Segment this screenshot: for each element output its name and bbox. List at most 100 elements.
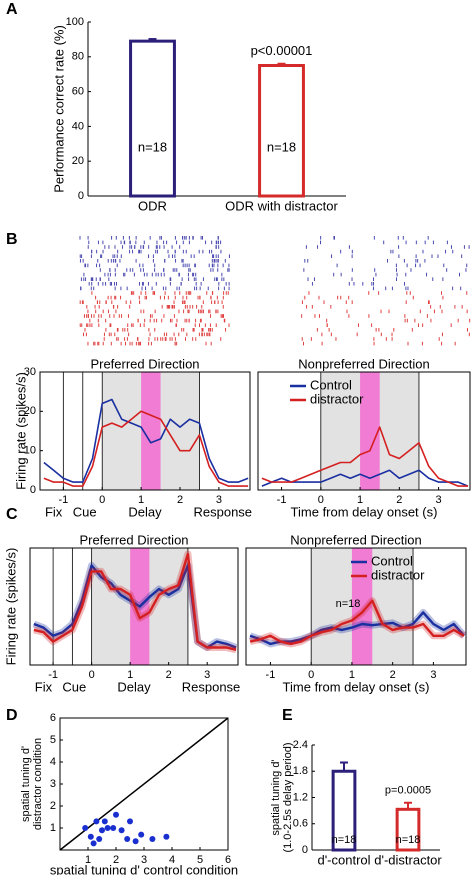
- series-line: [43, 410, 249, 487]
- y-tick-label: 1: [50, 822, 56, 834]
- x-axis-label: Time from delay onset (s): [283, 679, 430, 694]
- y-tick-label: 60: [72, 86, 84, 98]
- x-tick-label: ODR: [138, 198, 167, 213]
- y-tick-label: 30: [24, 366, 36, 378]
- x-tick-label: 1: [357, 494, 363, 506]
- distractor-shade: [141, 372, 161, 490]
- epoch-label: Delay: [128, 504, 162, 519]
- chart-title: Nonpreferred Direction: [298, 356, 430, 371]
- y-tick-label: 20: [72, 155, 84, 167]
- y-tick-label: 40: [72, 120, 84, 132]
- y-tick-label: 20: [24, 405, 36, 417]
- x-tick-label: 4: [169, 854, 175, 866]
- distractor-shade: [360, 372, 380, 490]
- x-tick-label: -1: [48, 669, 58, 681]
- y-tick-label: 0: [78, 190, 84, 202]
- plot-frame: [257, 371, 471, 491]
- x-tick-label: 2: [396, 494, 402, 506]
- x-tick-label: -1: [58, 494, 68, 506]
- bar: [129, 39, 176, 198]
- epoch-label: Fix: [35, 679, 53, 694]
- epoch-label: Cue: [62, 679, 86, 694]
- annotation: p<0.00001: [251, 43, 313, 58]
- legend-label: Control: [310, 377, 352, 392]
- x-tick-label: -1: [277, 494, 287, 506]
- point: [90, 840, 97, 847]
- y-axis-label: Firing rate (spikes/s): [3, 548, 18, 666]
- epoch-label: Response: [182, 679, 241, 694]
- point: [124, 836, 131, 842]
- panel-letter: E: [282, 707, 293, 724]
- bar-label: n=18: [267, 139, 296, 154]
- epoch-label: Response: [194, 504, 253, 519]
- point: [127, 818, 133, 825]
- x-tick-label: 0: [308, 669, 314, 681]
- point: [96, 836, 103, 842]
- y-tick-label: 0.6: [293, 818, 308, 830]
- x-tick-label: 0: [89, 669, 95, 681]
- series-line: [261, 469, 469, 487]
- x-tick-label: 0: [318, 494, 324, 506]
- series-line: [249, 599, 465, 646]
- panel-letter: A: [6, 1, 18, 18]
- y-tick-label: 1.8: [293, 765, 308, 777]
- bar: [258, 64, 305, 198]
- x-tick-label: 2: [390, 669, 396, 681]
- x-tick-label: d'-control: [317, 852, 370, 867]
- y-axis-label: spatial tuning d': [270, 759, 282, 835]
- y-tick-label: 6: [50, 712, 56, 724]
- x-tick-label: d'-distractor: [374, 852, 442, 867]
- plot-frame: [29, 547, 239, 666]
- plot-frame: [39, 371, 251, 491]
- point: [163, 833, 170, 840]
- x-tick-label: 2: [113, 854, 119, 866]
- point: [132, 838, 139, 845]
- x-tick-label: 6: [225, 854, 231, 866]
- series-line: [43, 398, 249, 483]
- x-tick-label: 1: [85, 854, 91, 866]
- point: [87, 833, 94, 840]
- y-axis-label: distractor condition: [32, 738, 44, 830]
- x-tick-label: 3: [141, 854, 147, 866]
- y-tick-label: 2: [50, 800, 56, 812]
- panel-letter: B: [6, 231, 18, 248]
- point: [82, 825, 89, 831]
- y-axis-label: Firing rate (spikes/s): [13, 372, 28, 490]
- y-tick-label: 1.2: [293, 791, 308, 803]
- y-tick-label: 10: [24, 445, 36, 457]
- x-axis-label: Time from delay onset (s): [291, 504, 438, 519]
- plot-frame: [245, 547, 467, 666]
- legend-label: Control: [371, 553, 413, 568]
- x-tick-label: 1: [127, 669, 133, 681]
- epoch-label: Cue: [73, 504, 97, 519]
- epoch-label: Delay: [117, 679, 151, 694]
- point: [149, 836, 156, 842]
- x-tick-label: 3: [216, 494, 222, 506]
- x-tick-label: 2: [177, 494, 183, 506]
- legend-label: distractor: [371, 567, 425, 582]
- x-axis-label: spatial tuning d' control condition: [50, 862, 238, 875]
- y-tick-label: 80: [72, 51, 84, 63]
- point: [101, 818, 108, 825]
- annotation: n=18: [336, 598, 361, 610]
- chart-title: Nonpreferred Direction: [290, 532, 422, 547]
- x-tick-label: 1: [138, 494, 144, 506]
- x-tick-label: -1: [266, 669, 276, 681]
- point: [113, 811, 119, 818]
- x-tick-label: ODR with distractor: [225, 198, 338, 213]
- bar-label: n=18: [138, 139, 167, 154]
- x-tick-label: 1: [349, 669, 355, 681]
- point: [110, 825, 117, 831]
- chart-title: Preferred Direction: [79, 532, 188, 547]
- y-axis-label: spatial tuning d': [20, 746, 32, 822]
- y-tick-label: 2.4: [293, 739, 308, 751]
- panel-letter: D: [6, 707, 18, 724]
- y-tick-label: 3: [50, 778, 56, 790]
- chart-title: Preferred Direction: [90, 356, 199, 371]
- point: [104, 825, 111, 831]
- point: [99, 827, 105, 834]
- y-tick-label: 100: [66, 16, 84, 28]
- x-tick-label: 0: [99, 494, 105, 506]
- x-tick-label: 5: [197, 854, 203, 866]
